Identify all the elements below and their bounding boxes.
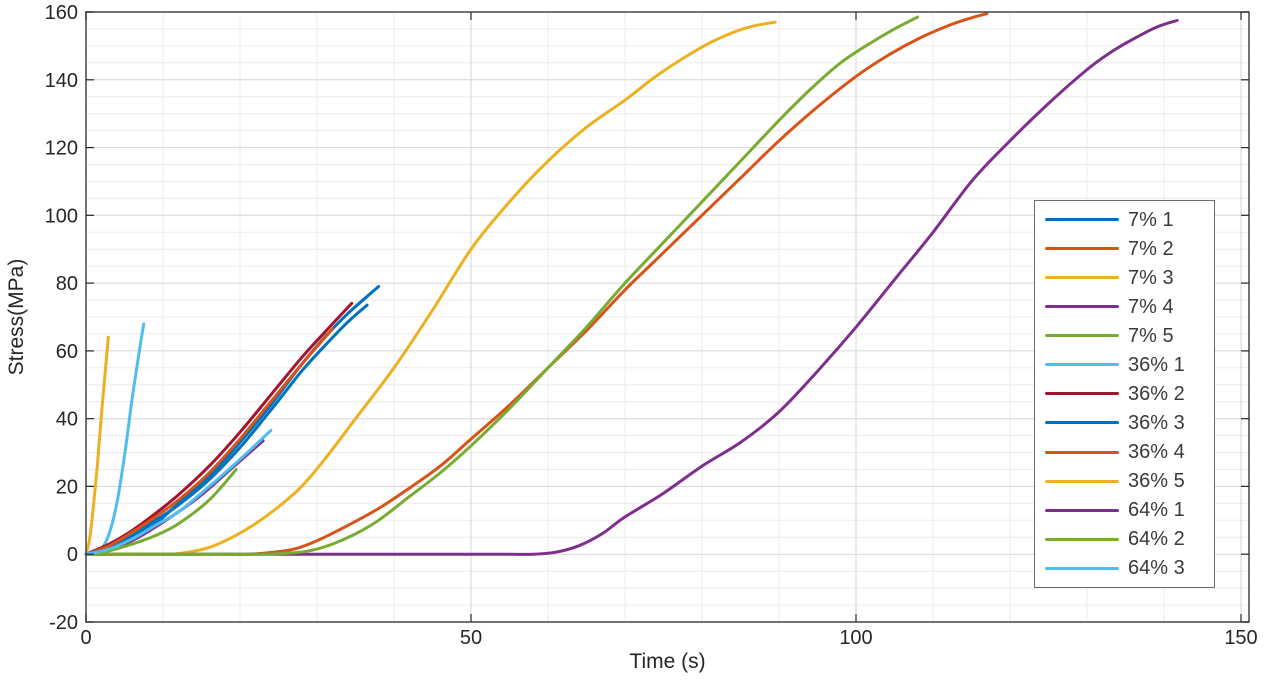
series-line-64pct-2 — [84, 468, 238, 556]
legend-item-7pct-5: 7% 5 — [1035, 323, 1214, 349]
legend-item-7pct-1: 7% 1 — [1035, 207, 1214, 233]
legend-item-7pct-2: 7% 2 — [1035, 236, 1214, 262]
legend-swatch-7pct-4 — [1045, 305, 1119, 309]
series-line-64pct-3 — [84, 429, 273, 556]
legend-label-64pct-2: 64% 2 — [1128, 528, 1185, 551]
y-tick-label-100: 100 — [45, 205, 78, 227]
legend-label-36pct-4: 36% 4 — [1128, 441, 1185, 464]
legend-swatch-36pct-4 — [1045, 450, 1119, 454]
legend-item-36pct-5: 36% 5 — [1035, 468, 1214, 494]
legend-swatch-64pct-1 — [1045, 508, 1119, 512]
legend-label-7pct-4: 7% 4 — [1128, 295, 1174, 318]
series-line-36pct-5 — [84, 335, 110, 556]
legend-swatch-64pct-3 — [1045, 566, 1119, 570]
x-tick-label-50: 50 — [460, 627, 482, 649]
legend-swatch-36pct-3 — [1045, 421, 1119, 425]
axis-ticks — [85, 11, 1249, 623]
legend-label-36pct-5: 36% 5 — [1128, 470, 1185, 493]
y-tick-label-120: 120 — [45, 138, 78, 160]
y-tick-label--20: -20 — [49, 612, 78, 634]
y-tick-label-20: 20 — [56, 476, 78, 498]
series-line-36pct-3 — [84, 303, 369, 556]
y-tick-label-40: 40 — [56, 409, 78, 431]
legend-swatch-36pct-2 — [1045, 392, 1119, 396]
legend-item-64pct-2: 64% 2 — [1035, 526, 1214, 552]
legend-label-64pct-3: 64% 3 — [1128, 557, 1185, 580]
x-tick-label-0: 0 — [80, 627, 91, 649]
legend-label-36pct-1: 36% 1 — [1128, 353, 1185, 376]
legend-item-7pct-4: 7% 4 — [1035, 294, 1214, 320]
legend-label-7pct-1: 7% 1 — [1128, 208, 1174, 231]
y-axis-label: Stress(MPa) — [5, 258, 28, 376]
legend-label-36pct-3: 36% 3 — [1128, 411, 1185, 434]
legend-label-7pct-2: 7% 2 — [1128, 237, 1174, 260]
legend-item-7pct-3: 7% 3 — [1035, 265, 1214, 291]
legend-swatch-36pct-1 — [1045, 363, 1119, 367]
legend: 7% 1 7% 2 7% 3 7% 4 7% 5 36% 1 36% 2 36% 3 36% 4… — [1034, 200, 1215, 588]
y-tick-label-60: 60 — [56, 341, 78, 363]
legend-item-36pct-2: 36% 2 — [1035, 381, 1214, 407]
legend-swatch-36pct-5 — [1045, 479, 1119, 483]
legend-item-64pct-1: 64% 1 — [1035, 497, 1214, 523]
x-tick-label-100: 100 — [839, 627, 872, 649]
legend-label-7pct-5: 7% 5 — [1128, 324, 1174, 347]
legend-label-7pct-3: 7% 3 — [1128, 266, 1174, 289]
series-lines — [84, 12, 1179, 556]
y-tick-label-160: 160 — [45, 2, 78, 24]
legend-item-64pct-3: 64% 3 — [1035, 555, 1214, 581]
legend-label-36pct-2: 36% 2 — [1128, 382, 1185, 405]
legend-swatch-7pct-3 — [1045, 276, 1119, 280]
legend-label-64pct-1: 64% 1 — [1128, 499, 1185, 522]
legend-swatch-7pct-2 — [1045, 247, 1119, 251]
axes-box — [85, 11, 1250, 623]
x-axis-label: Time (s) — [629, 650, 706, 673]
series-line-7pct-3 — [84, 20, 777, 556]
y-tick-label-80: 80 — [56, 273, 78, 295]
series-line-7pct-4 — [84, 19, 1179, 556]
legend-swatch-7pct-5 — [1045, 334, 1119, 338]
x-tick-label-150: 150 — [1224, 627, 1257, 649]
y-tick-label-0: 0 — [67, 544, 78, 566]
series-line-36pct-4 — [84, 327, 334, 556]
legend-item-36pct-1: 36% 1 — [1035, 352, 1214, 378]
legend-swatch-7pct-1 — [1045, 218, 1119, 222]
legend-swatch-64pct-2 — [1045, 537, 1119, 541]
y-tick-label-140: 140 — [45, 70, 78, 92]
series-line-7pct-5 — [84, 15, 920, 556]
legend-item-36pct-3: 36% 3 — [1035, 410, 1214, 436]
legend-item-36pct-4: 36% 4 — [1035, 439, 1214, 465]
